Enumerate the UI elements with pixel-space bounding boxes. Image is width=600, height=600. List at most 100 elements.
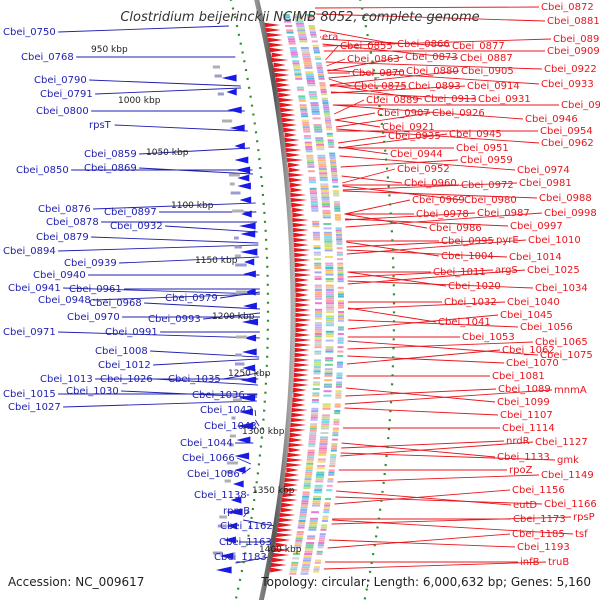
forward-gene-arrow [275,527,293,533]
leader-line [241,467,251,475]
leader-line [243,510,249,518]
leader-line [223,372,259,380]
forward-gene-arrow [271,52,284,58]
leader-line [347,340,539,356]
forward-gene-arrow [290,202,306,208]
forward-gene-arrow [292,207,305,213]
leader-line [63,400,257,408]
leader-line [254,419,260,427]
gene-feature [231,416,236,420]
gene-feature [234,245,242,249]
leader-line [346,249,508,258]
gene-feature [217,92,224,96]
forward-gene-arrow [282,137,300,143]
gene-label: Cbei_0872 [541,2,594,13]
gene-label: Cbei_1162 [220,521,273,532]
forward-gene-arrow [293,307,311,313]
leader-line [331,516,572,525]
forward-gene-arrow [295,327,309,333]
gene-label: truB [548,557,569,568]
forward-gene-arrow [289,432,303,438]
gene-label: eutD [513,500,537,511]
leader-line [329,70,460,86]
gene-label: Cbei_0981 [519,178,572,189]
forward-gene-arrow [280,502,295,508]
leader-line [319,29,396,45]
forward-gene-arrow [275,542,288,548]
leader-line [89,79,241,87]
gene-label: Cbei_0866 [397,39,450,50]
gene-feature [233,236,239,240]
forward-gene-arrow [290,247,311,253]
forward-gene-arrow [281,117,296,123]
forward-gene-arrow [288,407,308,413]
forward-gene-arrow [291,267,312,273]
gene-label: Cbei_0971 [3,327,56,338]
forward-gene-arrow [270,547,291,553]
gene-label: Cbei_0887 [460,53,513,64]
reverse-gene-arrow [234,452,250,460]
gene-label: Cbei_1185 [512,529,565,540]
forward-gene-arrow [273,72,290,78]
gene-label: Cbei_0978 [416,209,469,220]
gene-label: Cbei_0893 [408,81,461,92]
gene-label: Cbei_1066 [182,453,235,464]
leader-line [119,256,259,264]
reverse-gene-arrow [240,230,256,238]
gene-feature [214,74,222,78]
gene-label: Cbei_0961 [69,284,122,295]
gene-label: Cbei_1030 [66,386,119,397]
gene-label: Cbei_1138 [194,490,247,501]
forward-gene-arrow [293,297,311,303]
gene-label: Cbei_0750 [3,27,56,38]
leader-line [153,358,260,366]
leader-line [345,212,476,221]
forward-gene-arrow [284,457,303,463]
gene-label: Cbei_0945 [449,129,502,140]
gene-label: Cbei_0863 [347,54,400,65]
leader-line [93,202,256,210]
gene-label: Cbei_0940 [33,270,86,281]
leader-line [242,519,276,527]
kbp-tick-label: 1200 kbp [212,312,255,322]
reverse-gene-arrow [232,480,244,488]
forward-gene-arrow [286,452,303,458]
gene-feature [225,470,234,474]
leader-line [342,182,518,191]
leader-line [347,319,519,328]
leader-line [344,199,411,215]
gene-label: Cbei_1156 [512,485,565,496]
accession-text: Accession: NC_009617 [8,575,144,589]
gene-feature [232,398,243,402]
forward-gene-arrow [277,522,293,528]
gene-label: Cbei_0959 [460,155,513,166]
gene-label: Cbei_0869 [84,163,137,174]
gene-feature [228,443,234,447]
gene-label: argS [495,265,518,276]
reverse-gene-arrow [244,288,256,296]
forward-gene-arrow [278,92,292,98]
leader-line [334,112,376,121]
reverse-gene-arrow [241,210,252,218]
leader-line [325,61,543,70]
gene-label: era [322,32,338,43]
gene-label: Cbei_1026 [100,374,153,385]
reverse-gene-arrow [241,348,257,356]
leader-line [341,175,403,184]
leader-line [93,293,260,301]
gene-label: Cbei_0790 [34,75,87,86]
gene-label: Cbei_0907 [377,108,430,119]
kbp-tick-label: 1150 kbp [195,256,238,266]
gene-label: Cbei_1089 [498,384,551,395]
forward-gene-arrow [292,337,312,343]
gene-feature [212,551,223,555]
gene-label: Cbei_1045 [500,310,553,321]
leader-line [63,287,260,295]
gene-feature [235,335,248,339]
forward-gene-arrow [270,567,284,573]
gene-label: Cbei_1012 [98,360,151,371]
forward-gene-arrow [277,97,295,103]
reverse-gene-arrow [219,552,234,560]
reverse-gene-arrow [237,174,250,182]
